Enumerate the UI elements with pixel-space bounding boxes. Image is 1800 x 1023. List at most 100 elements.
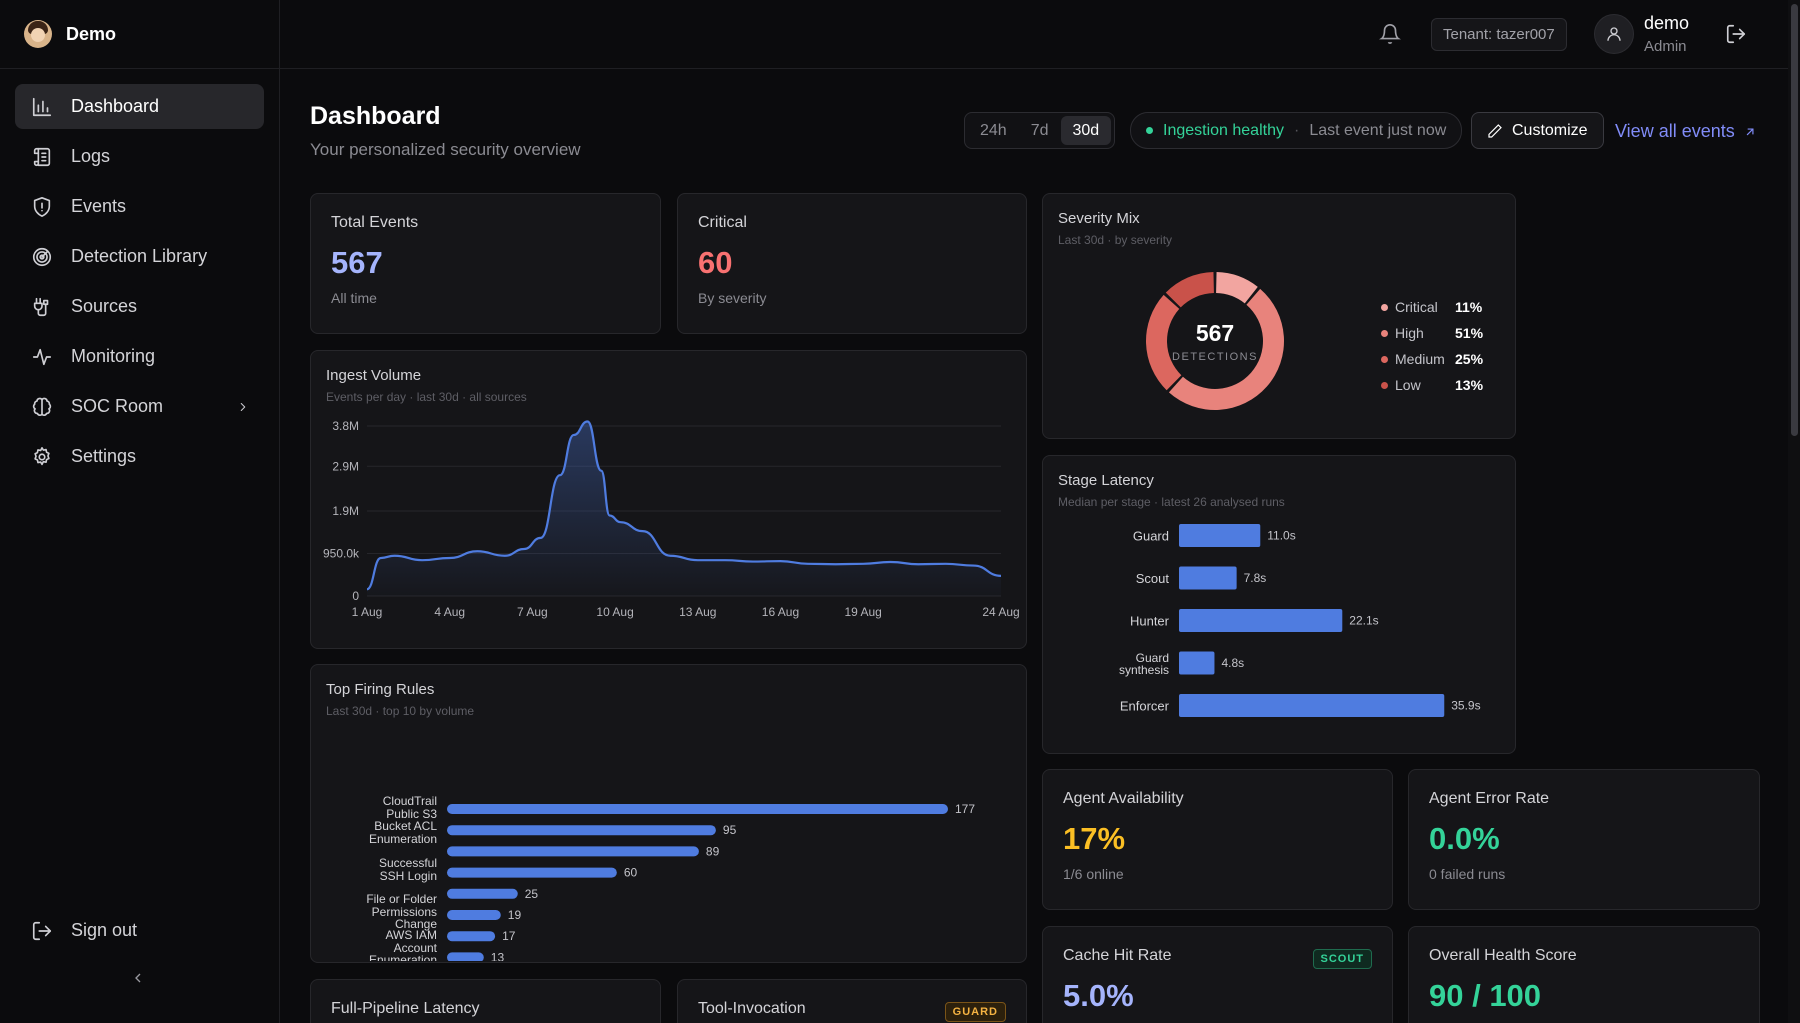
stage-bar[interactable]: [1179, 609, 1343, 632]
user-avatar[interactable]: [1594, 14, 1634, 54]
range-30d-button[interactable]: 30d: [1060, 116, 1112, 145]
sidebar-item-events[interactable]: Events: [15, 184, 264, 229]
rule-bar[interactable]: [447, 888, 518, 899]
tool-invocation-card[interactable]: Tool-Invocation GUARD: [677, 979, 1027, 1023]
sidebar-item-label: Monitoring: [71, 346, 156, 366]
rule-tick-label: CloudTrail: [383, 794, 437, 808]
sign-out-button[interactable]: Sign out: [15, 908, 265, 953]
overall-health-card[interactable]: Overall Health Score 90 / 100: [1408, 926, 1760, 1023]
tenant-selector[interactable]: Tenant: tazer007: [1431, 18, 1567, 51]
total-events-card[interactable]: Total Events 567 All time: [310, 193, 661, 334]
stage-bar[interactable]: [1179, 694, 1445, 717]
card-subtitle: Events per day · last 30d · all sources: [326, 390, 527, 404]
rule-tick-label: Enumeration: [369, 953, 437, 961]
sidebar-item-detection-library[interactable]: Detection Library: [15, 234, 264, 279]
logout-button[interactable]: [1725, 23, 1747, 45]
rule-tick-label: SSH Login: [380, 869, 437, 883]
rule-tick-label: File or Folder: [366, 892, 437, 906]
donut-slice-critical[interactable]: [1216, 272, 1258, 304]
sidebar-item-settings[interactable]: Settings: [15, 434, 264, 479]
donut-slice-medium[interactable]: [1146, 294, 1182, 391]
sidebar-item-sources[interactable]: Sources: [15, 284, 264, 329]
brand[interactable]: Demo: [0, 0, 279, 69]
ingestion-health-pill: Ingestion healthy · Last event just now: [1130, 112, 1463, 149]
sidebar-item-label: Sources: [71, 296, 138, 316]
page-scrollbar[interactable]: [1788, 0, 1800, 1023]
agent-availability-card[interactable]: Agent Availability 17% 1/6 online: [1042, 769, 1393, 910]
scrollbar-thumb[interactable]: [1791, 4, 1798, 436]
stat-label: Cache Hit Rate: [1063, 947, 1172, 964]
topbar: Tenant: tazer007 demo Admin: [280, 0, 1800, 69]
rule-tick-label: Successful: [379, 856, 437, 870]
scroll-icon: [33, 147, 51, 166]
critical-card[interactable]: Critical 60 By severity: [677, 193, 1027, 334]
legend-name: Critical: [1395, 299, 1438, 315]
sidebar-item-label: Dashboard: [71, 96, 160, 116]
brain-icon: [32, 397, 52, 416]
sidebar-item-soc-room[interactable]: SOC Room: [15, 384, 264, 429]
donut-slice-low[interactable]: [1165, 272, 1214, 308]
rule-value-label: 17: [502, 929, 516, 943]
x-tick-label: 10 Aug: [596, 605, 633, 619]
legend-percent: 51%: [1455, 325, 1484, 341]
sidebar-item-label: Detection Library: [71, 246, 208, 266]
stage-label: Guard: [1136, 651, 1169, 665]
stat-value: 60: [698, 245, 733, 280]
collapse-sidebar-button[interactable]: [130, 970, 150, 990]
donut-slice-high[interactable]: [1168, 288, 1284, 411]
stage-bar[interactable]: [1179, 524, 1261, 547]
legend-name: Medium: [1395, 351, 1445, 367]
stat-label: Total Events: [331, 214, 419, 231]
rule-bar[interactable]: [447, 952, 484, 961]
rule-tick-label: Change: [395, 917, 437, 931]
severity-legend: Critical 11% High 51% Medium 25% Low 13%: [1381, 294, 1483, 398]
range-24h-button[interactable]: 24h: [968, 116, 1019, 145]
sidebar-item-logs[interactable]: Logs: [15, 134, 264, 179]
x-tick-label: 1 Aug: [352, 605, 383, 619]
chevron-right-icon: [240, 402, 246, 411]
legend-item-low: Low 13%: [1381, 372, 1483, 398]
legend-swatch: [1381, 355, 1388, 363]
stage-bar[interactable]: [1179, 566, 1237, 590]
view-all-events-link[interactable]: View all events: [1615, 121, 1757, 142]
legend-item-critical: Critical 11%: [1381, 294, 1483, 320]
sidebar-item-label: SOC Room: [71, 396, 164, 416]
rule-bar[interactable]: [447, 910, 501, 920]
stat-label: Critical: [698, 214, 747, 231]
range-7d-button[interactable]: 7d: [1019, 116, 1061, 145]
legend-percent: 11%: [1455, 299, 1483, 315]
brand-name: Demo: [66, 23, 117, 44]
legend-item-high: High 51%: [1381, 320, 1483, 346]
stage-value-label: 7.8s: [1244, 571, 1267, 585]
rule-bar[interactable]: [447, 804, 948, 814]
full-pipeline-latency-card[interactable]: Full-Pipeline Latency: [310, 979, 661, 1023]
donut-center-value: 567: [1196, 320, 1234, 346]
bar-chart-icon: [32, 97, 52, 116]
rule-bar[interactable]: [447, 931, 496, 942]
rule-value-label: 60: [624, 866, 638, 880]
rule-tick-label: Account: [394, 941, 438, 955]
stat-value: 567: [331, 245, 383, 280]
sidebar-item-dashboard[interactable]: Dashboard: [15, 84, 264, 129]
stage-bar[interactable]: [1179, 651, 1215, 675]
legend-swatch: [1381, 303, 1388, 311]
rule-bar[interactable]: [447, 846, 699, 857]
agent-error-rate-card[interactable]: Agent Error Rate 0.0% 0 failed runs: [1408, 769, 1760, 910]
stage-label: Scout: [1136, 571, 1170, 586]
gear-icon: [34, 446, 50, 465]
legend-name: Low: [1395, 377, 1421, 393]
ingest-line[interactable]: [366, 420, 1002, 591]
notifications-button[interactable]: [1379, 23, 1401, 45]
legend-name: High: [1395, 325, 1424, 341]
y-tick-label: 0: [352, 589, 359, 603]
stat-value: 17%: [1063, 821, 1126, 856]
cache-hit-rate-card[interactable]: Cache Hit Rate SCOUT 5.0%: [1042, 926, 1393, 1023]
card-title: Ingest Volume: [326, 367, 422, 384]
severity-donut-chart: 567 DETECTIONS: [1146, 272, 1284, 411]
sidebar-item-monitoring[interactable]: Monitoring: [15, 334, 264, 379]
rule-bar[interactable]: [447, 867, 617, 878]
customize-button[interactable]: Customize: [1471, 112, 1604, 149]
rule-bar[interactable]: [447, 825, 716, 836]
rule-tick-label: Public S3: [386, 807, 437, 821]
x-tick-label: 13 Aug: [679, 605, 716, 619]
